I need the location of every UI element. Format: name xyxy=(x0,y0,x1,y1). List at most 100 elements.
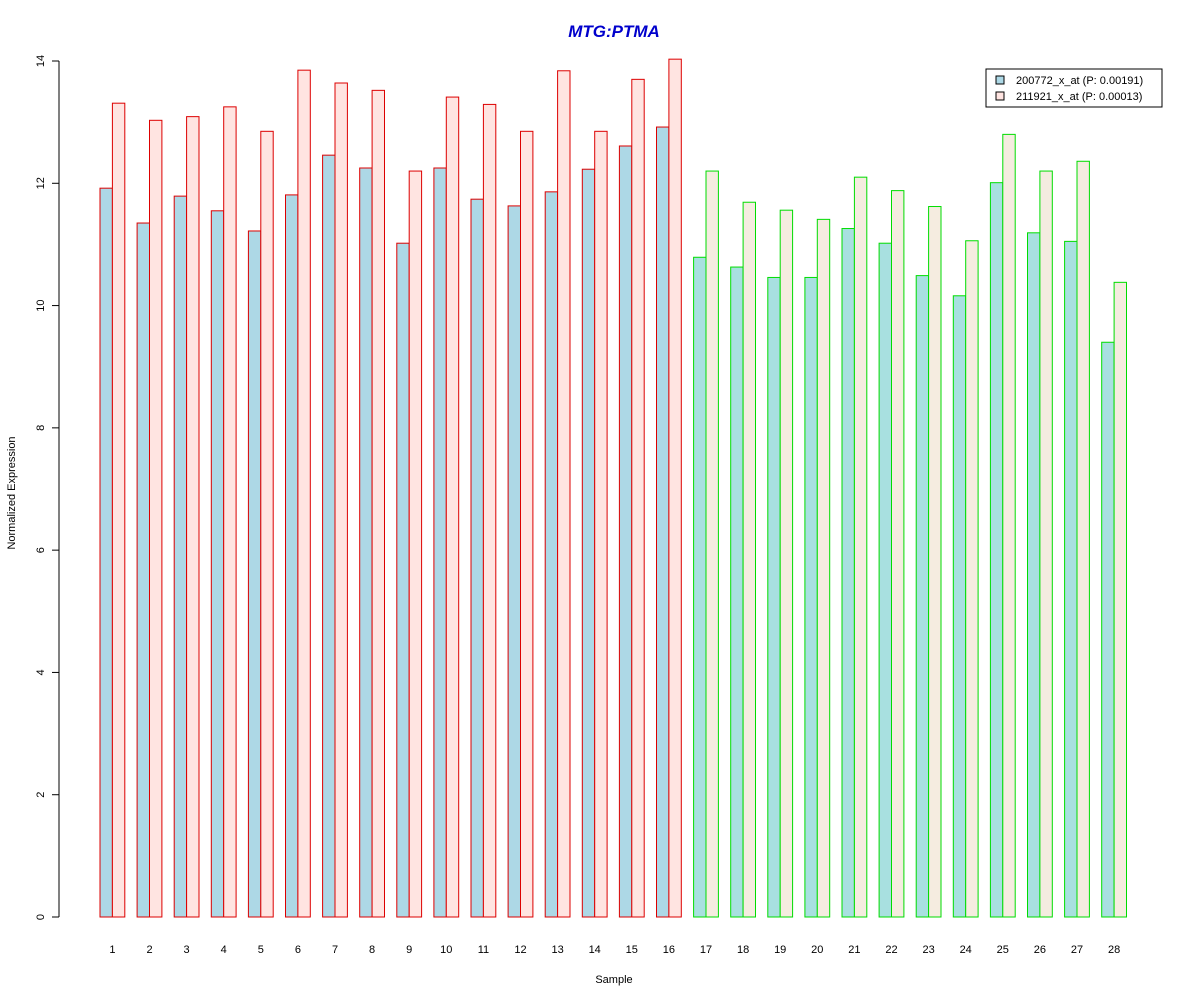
bar-series-1 xyxy=(322,154,336,918)
x-tick-label: 8 xyxy=(369,944,375,956)
x-tick-label: 13 xyxy=(551,944,563,956)
bar-series-1 xyxy=(247,230,262,918)
x-tick-label: 19 xyxy=(774,944,786,956)
bar-series-1 xyxy=(210,210,225,918)
bar-series-1 xyxy=(878,242,892,918)
bar-series-1 xyxy=(915,275,930,918)
x-tick-label: 21 xyxy=(848,944,860,956)
x-tick-label: 24 xyxy=(960,944,972,956)
x-tick-label: 12 xyxy=(514,944,526,956)
legend-swatch xyxy=(995,75,1005,85)
bar-series-2 xyxy=(1113,281,1127,918)
bar-series-2 xyxy=(260,130,274,918)
bar-series-2 xyxy=(557,70,571,918)
bar-series-1 xyxy=(952,295,967,918)
x-tick-label: 14 xyxy=(589,944,601,956)
y-tick-label: 0 xyxy=(35,914,47,920)
legend-box xyxy=(985,68,1163,108)
bar-series-2 xyxy=(186,116,200,918)
bar-series-2 xyxy=(853,176,868,918)
bar-series-1 xyxy=(470,198,484,918)
y-tick-label: 14 xyxy=(35,55,47,67)
legend: 200772_x_at (P: 0.00191) 211921_x_at (P: … xyxy=(985,68,1163,108)
bar-series-2 xyxy=(631,78,645,918)
bar-series-1 xyxy=(544,191,559,918)
x-tick-label: 11 xyxy=(478,944,489,956)
x-tick-label: 23 xyxy=(922,944,934,956)
bar-series-2 xyxy=(965,240,979,918)
bar-series-1 xyxy=(433,167,447,918)
chart-title: MTG:PTMA xyxy=(568,22,660,41)
bar-series-1 xyxy=(396,242,410,918)
bar-series-2 xyxy=(594,130,608,918)
bar-series-1 xyxy=(136,222,151,918)
legend-entry: 200772_x_at (P: 0.00191) xyxy=(1016,75,1143,87)
y-tick-label: 8 xyxy=(35,425,47,431)
x-tick-label: 16 xyxy=(663,944,675,956)
bar-series-2 xyxy=(779,209,794,918)
bar-series-1 xyxy=(693,256,707,918)
x-tick-label: 3 xyxy=(184,944,190,956)
bar-series-2 xyxy=(742,201,756,918)
x-tick-label: 17 xyxy=(700,944,712,956)
bar-series-1 xyxy=(804,276,818,918)
bar-series-2 xyxy=(1002,133,1016,918)
bar-series-1 xyxy=(730,266,744,918)
x-tick-label: 10 xyxy=(440,944,452,956)
bar-series-1 xyxy=(285,194,299,918)
bar-series-2 xyxy=(668,58,682,918)
x-tick-label: 28 xyxy=(1108,944,1120,956)
bar-series-2 xyxy=(482,103,497,918)
bar-series-1 xyxy=(359,167,373,918)
x-tick-label: 18 xyxy=(737,944,749,956)
bar-series-2 xyxy=(705,170,719,918)
bar-series-2 xyxy=(891,190,905,918)
x-tick-label: 6 xyxy=(295,944,301,956)
x-tick-label: 22 xyxy=(885,944,897,956)
bar-series-2 xyxy=(1076,160,1090,918)
bar-series-1 xyxy=(618,145,633,918)
y-axis-label: Normalized Expression xyxy=(6,436,18,549)
bar-series-1 xyxy=(99,187,113,918)
x-tick-label: 7 xyxy=(332,944,338,956)
legend-swatch xyxy=(995,91,1005,101)
bar-series-1 xyxy=(1101,341,1115,918)
bar-series-2 xyxy=(297,69,311,918)
bar-series-1 xyxy=(1064,240,1078,918)
bar-series-1 xyxy=(1027,232,1041,918)
bar-series-1 xyxy=(841,228,855,918)
x-tick-label: 26 xyxy=(1034,944,1046,956)
bar-series-2 xyxy=(371,89,386,918)
legend-entry: 211921_x_at (P: 0.00013) xyxy=(1016,91,1142,103)
x-tick-label: 2 xyxy=(146,944,152,956)
bar-series-1 xyxy=(989,182,1004,918)
x-axis-label: Sample xyxy=(595,974,632,986)
bar-series-2 xyxy=(928,206,942,918)
y-tick-label: 10 xyxy=(35,299,47,311)
y-tick-label: 12 xyxy=(35,177,47,189)
x-axis-ticks: 1 2 3 4 5 6 7 8 9 10 11 12 13 14 15 16 17 18 19 20 21 22 23 24 2… xyxy=(109,944,1120,956)
bar-series-2 xyxy=(334,82,348,918)
y-tick-label: 6 xyxy=(35,547,47,553)
bar-series-2 xyxy=(223,106,237,918)
bar-series-2 xyxy=(408,170,423,918)
bar-series-2 xyxy=(111,102,126,918)
bar-series-1 xyxy=(507,205,522,918)
x-tick-label: 25 xyxy=(997,944,1009,956)
bars xyxy=(99,58,1127,918)
x-tick-label: 15 xyxy=(626,944,638,956)
bar-series-1 xyxy=(656,126,670,918)
bar-series-2 xyxy=(520,130,534,918)
bar-series-1 xyxy=(173,195,188,918)
x-tick-label: 20 xyxy=(811,944,823,956)
y-tick-label: 4 xyxy=(35,669,47,675)
bar-series-2 xyxy=(816,218,831,918)
x-tick-label: 1 xyxy=(109,944,115,956)
bar-series-2 xyxy=(445,96,460,918)
bar-series-1 xyxy=(581,168,596,918)
x-tick-label: 27 xyxy=(1071,944,1083,956)
x-tick-label: 4 xyxy=(221,944,227,956)
y-axis: 0 2 4 6 8 10 12 14 xyxy=(35,55,60,920)
x-tick-label: 5 xyxy=(258,944,264,956)
